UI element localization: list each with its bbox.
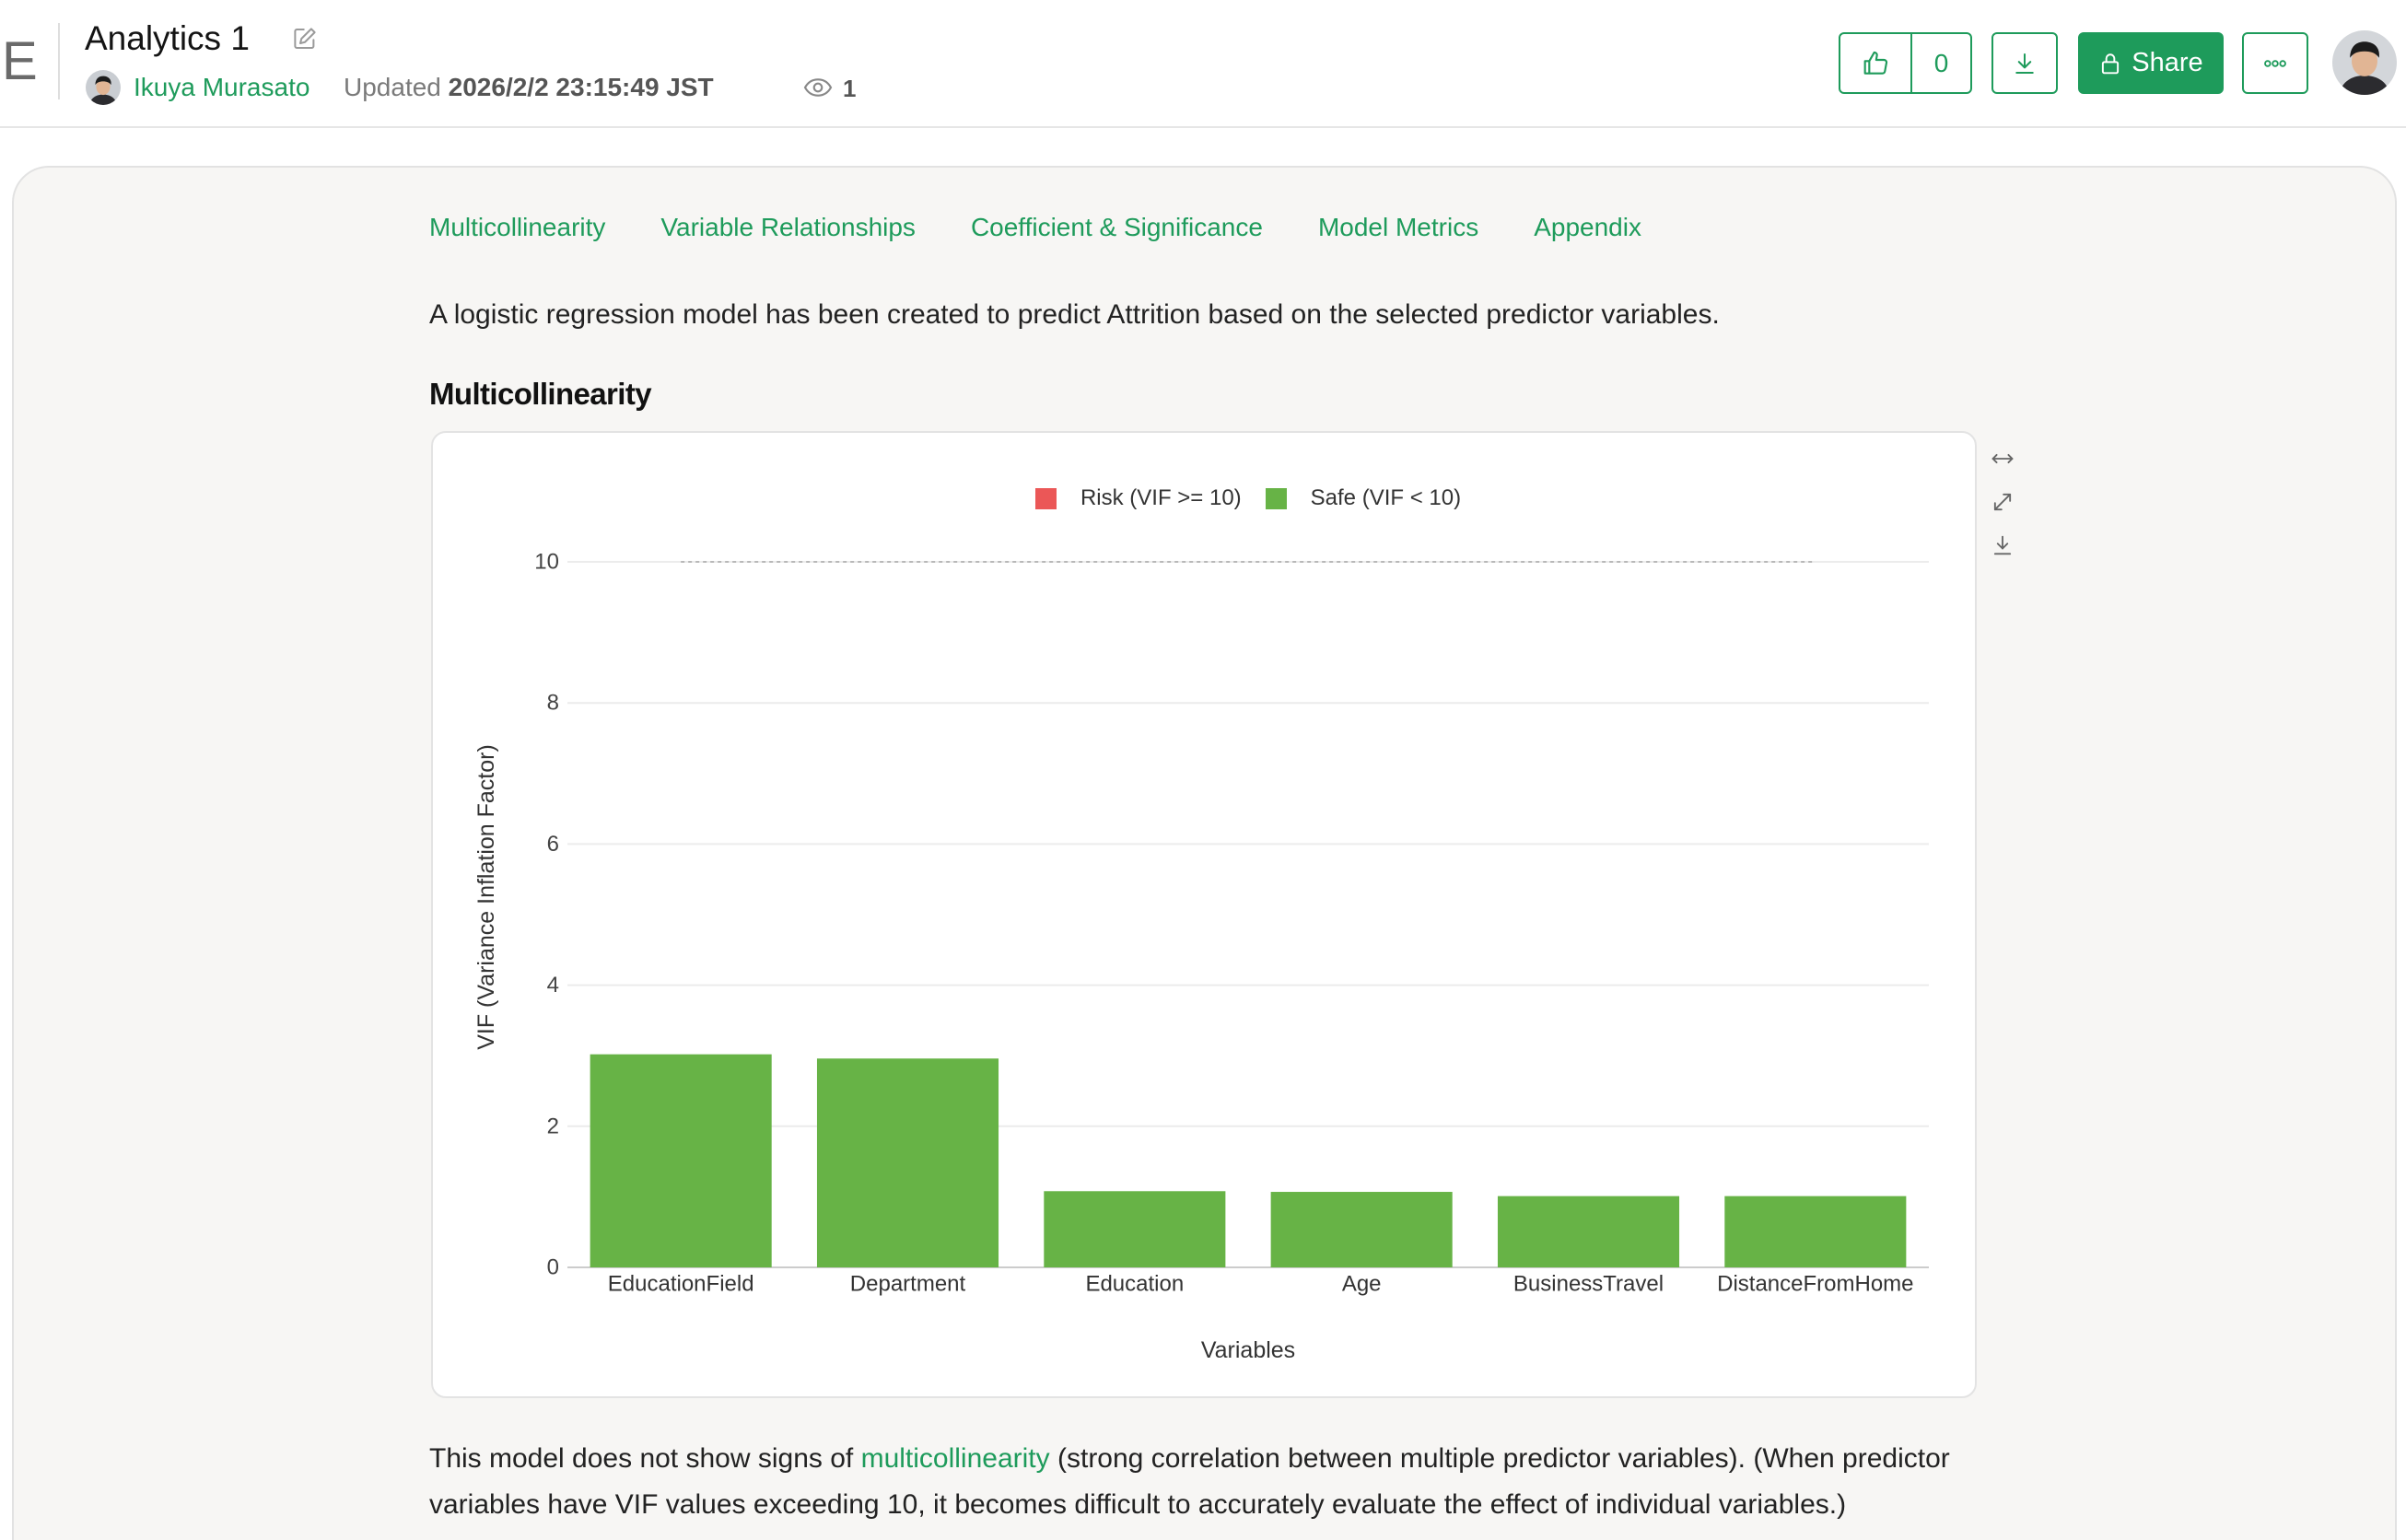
multicollinearity-link[interactable]: multicollinearity: [860, 1443, 1050, 1474]
conclusion-text: This model does not show signs of multic…: [429, 1436, 1995, 1528]
bar-educationfield: [590, 1054, 772, 1267]
tab-appendix[interactable]: Appendix: [1534, 213, 1641, 241]
download-button[interactable]: [1991, 32, 2058, 94]
report-card: Multicollinearity Variable Relationships…: [12, 166, 2397, 1540]
author-name-link[interactable]: Ikuya Murasato: [134, 73, 310, 101]
x-tick-label: EducationField: [608, 1272, 754, 1297]
x-tick-label: Education: [1085, 1272, 1184, 1297]
share-button-label: Share: [2132, 48, 2203, 77]
x-tick-label: Age: [1342, 1272, 1382, 1297]
y-tick-label: 6: [547, 832, 559, 857]
like-button[interactable]: [1840, 34, 1912, 92]
x-tick-label: BusinessTravel: [1513, 1272, 1664, 1297]
intro-text: A logistic regression model has been cre…: [429, 299, 1720, 330]
section-nav: Multicollinearity Variable Relationships…: [429, 211, 1641, 244]
x-tick-label: Department: [850, 1272, 966, 1297]
lock-icon: [2102, 52, 2120, 74]
chart-toolbar: [1990, 446, 2015, 558]
author-avatar-image: [86, 70, 121, 105]
updated-label: Updated: [344, 73, 441, 101]
more-options-button[interactable]: [2242, 32, 2308, 94]
bar-education: [1044, 1191, 1226, 1267]
x-axis-title: Variables: [1201, 1337, 1295, 1363]
share-button[interactable]: Share: [2078, 32, 2224, 94]
y-tick-label: 4: [547, 973, 559, 998]
more-icon: [2264, 59, 2286, 67]
conclusion-before: This model does not show signs of: [429, 1443, 861, 1474]
legend-label-risk: Risk (VIF >= 10): [1080, 485, 1242, 510]
section-title: Multicollinearity: [429, 377, 652, 411]
vif-chart-svg: 0 2 4 6 8 10 EducationField Department Education…: [473, 550, 1929, 1363]
header-divider: [58, 23, 60, 99]
bar-businesstravel: [1497, 1196, 1680, 1267]
updated-timestamp: 2026/2/2 23:15:49 JST: [448, 73, 714, 101]
user-avatar-image: [2332, 30, 2397, 95]
views-indicator: [803, 77, 833, 98]
edit-title-button[interactable]: [291, 25, 319, 52]
like-count[interactable]: 0: [1933, 48, 1949, 77]
vif-chart-card: 0 2 4 6 8 10 EducationField Department Education…: [431, 431, 1977, 1398]
top-header: E Analytics 1 Ikuya Murasato Updated 202…: [0, 0, 2406, 128]
author-avatar[interactable]: [86, 70, 121, 105]
tab-model-metrics[interactable]: Model Metrics: [1317, 213, 1479, 241]
thumbs-up-icon: [1863, 51, 1888, 75]
legend-label-safe: Safe (VIF < 10): [1310, 485, 1462, 510]
edit-icon: [294, 28, 316, 49]
view-count: 1: [843, 75, 857, 102]
app-logo-letter[interactable]: E: [2, 31, 38, 91]
fullscreen-icon[interactable]: [1990, 489, 2015, 515]
y-tick-label: 8: [547, 691, 559, 716]
legend-item-safe[interactable]: Safe (VIF < 10): [1265, 485, 1462, 511]
y-tick-label: 10: [534, 550, 559, 575]
tab-multicollinearity[interactable]: Multicollinearity: [429, 213, 606, 241]
bar-distancefromhome: [1724, 1196, 1907, 1267]
x-tick-label: DistanceFromHome: [1717, 1272, 1913, 1297]
like-button-group: 0: [1839, 32, 1972, 94]
y-tick-label: 0: [547, 1255, 559, 1280]
legend-item-risk[interactable]: Risk (VIF >= 10): [1034, 485, 1242, 511]
page-title: Analytics 1: [85, 19, 250, 57]
download-icon: [2015, 52, 2034, 74]
y-axis-title: VIF (Variance Inflation Factor): [473, 744, 499, 1050]
eye-icon: [803, 78, 833, 97]
legend-swatch-safe: [1265, 487, 1287, 509]
legend-swatch-risk: [1034, 487, 1057, 509]
y-tick-label: 2: [547, 1114, 559, 1138]
chart-download-icon[interactable]: [1990, 532, 2015, 558]
chart-legend: Risk (VIF >= 10) Safe (VIF < 10): [567, 485, 1929, 511]
tab-coefficient-significance[interactable]: Coefficient & Significance: [970, 213, 1263, 241]
bar-age: [1270, 1192, 1453, 1267]
conclusion-after: (strong correlation between multiple pre…: [429, 1443, 1950, 1520]
user-avatar[interactable]: [2332, 30, 2397, 95]
expand-width-icon[interactable]: [1990, 446, 2015, 472]
bar-department: [816, 1058, 999, 1267]
tab-variable-relationships[interactable]: Variable Relationships: [660, 213, 916, 241]
updated-info: Updated 2026/2/2 23:15:49 JST: [344, 71, 714, 104]
